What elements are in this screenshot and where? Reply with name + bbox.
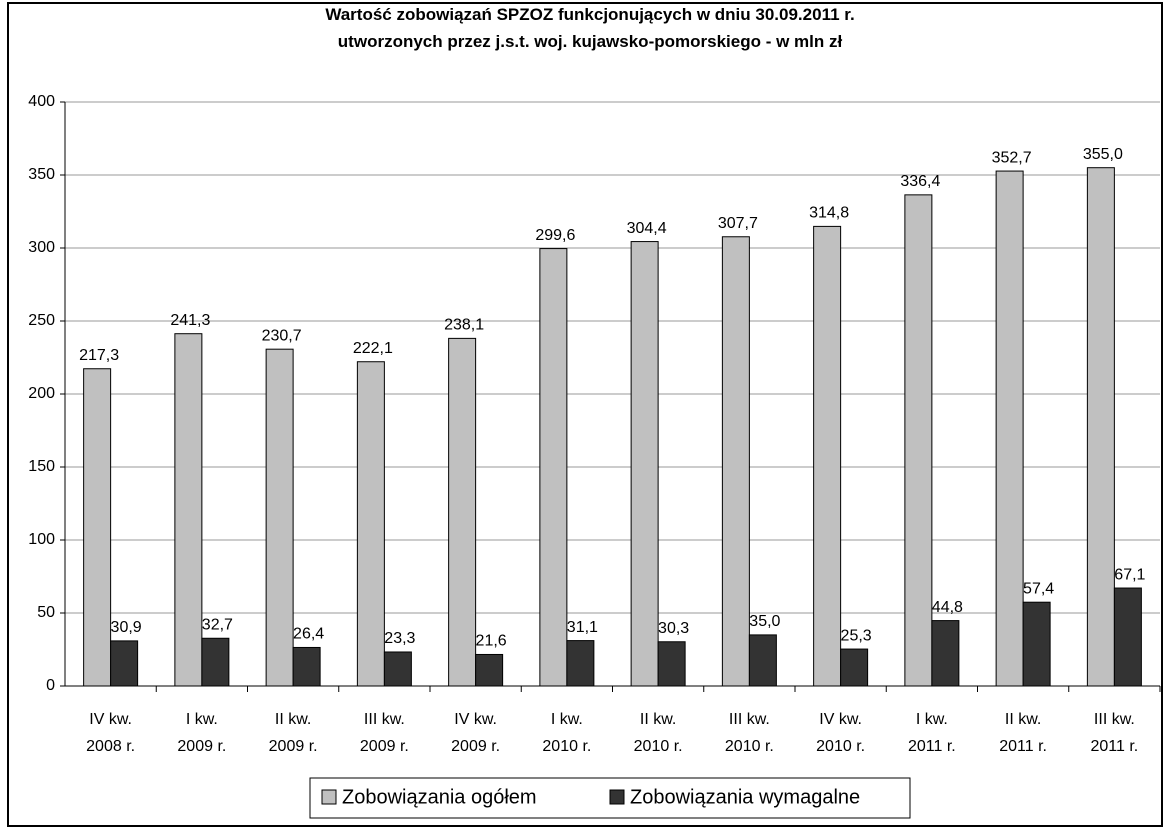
x-tick-label: III kw. 2010 r.	[725, 711, 774, 755]
bar	[721, 236, 750, 687]
data-label: 299,6	[535, 227, 575, 244]
bar	[201, 637, 230, 687]
bar	[383, 651, 412, 687]
x-tick-label: I kw. 2010 r.	[542, 711, 591, 755]
y-tick-label: 100	[28, 531, 55, 548]
y-tick-label: 300	[28, 239, 55, 256]
legend-swatch	[321, 789, 337, 805]
data-label: 217,3	[79, 347, 119, 364]
bar	[1113, 587, 1142, 687]
bar	[657, 641, 686, 687]
bar	[1022, 601, 1051, 687]
bar	[292, 646, 321, 687]
bar	[904, 194, 933, 687]
x-tick-label: III kw. 2009 r.	[360, 711, 409, 755]
x-tick-label: IV kw. 2008 r.	[86, 711, 135, 755]
chart-title: Wartość zobowiązań SPZOZ funkcjonujących…	[325, 5, 854, 51]
x-tick-label: I kw. 2011 r.	[908, 711, 956, 755]
y-tick-label: 50	[37, 604, 55, 621]
data-label: 336,4	[900, 173, 940, 190]
bar	[265, 348, 294, 687]
bar	[813, 225, 842, 687]
data-label: 32,7	[202, 616, 233, 633]
data-label: 314,8	[809, 205, 849, 222]
data-label: 30,9	[111, 619, 142, 636]
x-tick-label: II kw. 2010 r.	[634, 711, 683, 755]
data-label: 230,7	[262, 327, 302, 344]
data-label: 26,4	[293, 626, 324, 643]
y-tick-label: 250	[28, 312, 55, 329]
x-tick-label: II kw. 2009 r.	[269, 711, 318, 755]
data-label: 67,1	[1114, 566, 1145, 583]
legend-label: Zobowiązania wymagalne	[630, 786, 860, 808]
bar	[448, 337, 477, 687]
data-label: 222,1	[353, 340, 393, 357]
bar	[83, 368, 112, 687]
x-tick-label: IV kw. 2009 r.	[451, 711, 500, 755]
data-label: 238,1	[444, 317, 484, 334]
data-label: 57,4	[1023, 580, 1054, 597]
y-tick-label: 400	[28, 93, 55, 110]
y-tick-label: 0	[46, 677, 55, 694]
bar	[630, 241, 659, 687]
data-label: 355,0	[1083, 146, 1123, 163]
data-label: 23,3	[384, 630, 415, 647]
data-label: 241,3	[170, 312, 210, 329]
bar	[566, 640, 595, 687]
data-label: 35,0	[749, 613, 780, 630]
data-label: 44,8	[932, 599, 963, 616]
data-label: 25,3	[841, 627, 872, 644]
data-label: 304,4	[627, 220, 667, 237]
y-tick-label: 150	[28, 458, 55, 475]
data-label: 21,6	[476, 633, 507, 650]
bar	[110, 640, 139, 687]
data-label: 30,3	[658, 620, 689, 637]
bar	[475, 653, 504, 687]
data-label: 352,7	[992, 149, 1032, 166]
bar	[748, 634, 777, 687]
x-tick-label: I kw. 2009 r.	[177, 711, 226, 755]
bar	[995, 170, 1024, 687]
y-tick-label: 350	[28, 166, 55, 183]
bar	[1086, 167, 1115, 687]
x-tick-label: IV kw. 2010 r.	[816, 711, 865, 755]
legend-label: Zobowiązania ogółem	[342, 786, 537, 808]
bar	[931, 620, 960, 687]
legend-swatch	[609, 789, 625, 805]
y-tick-label: 200	[28, 385, 55, 402]
bar	[356, 361, 385, 687]
bar	[539, 248, 568, 687]
data-label: 31,1	[567, 619, 598, 636]
x-tick-label: II kw. 2011 r.	[999, 711, 1047, 755]
data-label: 307,7	[718, 215, 758, 232]
bar	[840, 648, 869, 687]
x-tick-label: III kw. 2011 r.	[1091, 711, 1139, 755]
bar	[174, 333, 203, 687]
